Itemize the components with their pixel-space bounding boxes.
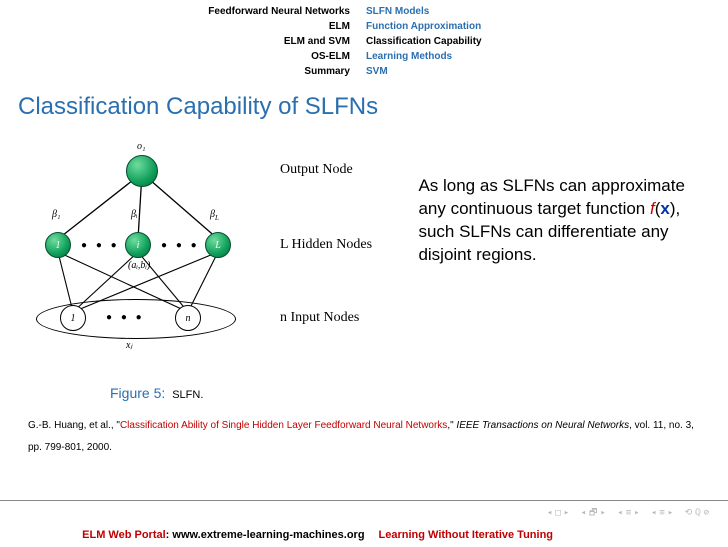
input-node-n: n bbox=[175, 305, 201, 331]
hidden-node-1: 1 bbox=[45, 232, 71, 258]
citation-authors: G.-B. Huang, et al., bbox=[28, 420, 116, 431]
nav-sub-item[interactable]: Function Approximation bbox=[366, 19, 728, 34]
footer-portal[interactable]: ELM Web Portal bbox=[82, 529, 166, 541]
footer-right: Learning Without Iterative Tuning bbox=[379, 529, 728, 541]
caption-label: Figure 5: bbox=[110, 385, 165, 401]
slide-title: Classification Capability of SLFNs bbox=[0, 87, 728, 129]
beamer-nav-icons[interactable]: ◂□▸ ◂🗗▸ ◂≡▸ ◂≡▸ ⟲ℚ⊘ bbox=[0, 501, 728, 525]
beta-L-label: βL bbox=[210, 209, 219, 222]
body-pre: As long as SLFNs can approximate any con… bbox=[418, 176, 684, 218]
dots: ● ● ● bbox=[161, 240, 200, 251]
fx-f: f bbox=[650, 199, 655, 218]
hidden-layer-label: L Hidden Nodes bbox=[280, 237, 372, 253]
nav-sections: Feedforward Neural Networks ELM ELM and … bbox=[0, 4, 364, 79]
input-layer-label: n Input Nodes bbox=[280, 310, 359, 326]
footer: ◂□▸ ◂🗗▸ ◂≡▸ ◂≡▸ ⟲ℚ⊘ ELM Web Portal: www.… bbox=[0, 500, 728, 547]
nav-sub-item[interactable]: Learning Methods bbox=[366, 49, 728, 64]
fx-x: x bbox=[660, 199, 669, 218]
hidden-node-L: L bbox=[205, 232, 231, 258]
ai-bi-label: (aᵢ,bᵢ) bbox=[128, 260, 150, 271]
nav-section-item[interactable]: Feedforward Neural Networks bbox=[0, 4, 350, 19]
input-node-1: 1 bbox=[60, 305, 86, 331]
nav-section-item[interactable]: OS-ELM bbox=[0, 49, 350, 64]
output-label-o1: o₁ bbox=[137, 141, 145, 152]
body-text: As long as SLFNs can approximate any con… bbox=[412, 147, 710, 401]
nav-sub-item[interactable]: SVM bbox=[366, 64, 728, 79]
beta-1-label: β₁ bbox=[52, 209, 60, 220]
hidden-node-i: i bbox=[125, 232, 151, 258]
nav-sub-item[interactable]: SLFN Models bbox=[366, 4, 728, 19]
figure-area: o₁ β₁ βᵢ βL 1 ● ● ● i ● ● ● L (aᵢ,bᵢ) 1 … bbox=[18, 147, 412, 401]
nav-sub-item-active[interactable]: Classification Capability bbox=[366, 34, 728, 49]
header-nav: Feedforward Neural Networks ELM ELM and … bbox=[0, 0, 728, 87]
citation: G.-B. Huang, et al., "Classification Abi… bbox=[0, 401, 728, 459]
citation-title: Classification Ability of Single Hidden … bbox=[120, 420, 447, 431]
dots: ● ● ● bbox=[106, 312, 145, 323]
nav-subsections: SLFN Models Function Approximation Class… bbox=[364, 4, 728, 79]
footer-left: ELM Web Portal: www.extreme-learning-mac… bbox=[0, 529, 379, 541]
slfn-diagram: o₁ β₁ βᵢ βL 1 ● ● ● i ● ● ● L (aᵢ,bᵢ) 1 … bbox=[18, 147, 408, 357]
xj-label: xⱼ bbox=[126, 340, 132, 351]
citation-journal: IEEE Transactions on Neural Networks bbox=[456, 420, 629, 431]
beta-i-label: βᵢ bbox=[131, 209, 138, 220]
dots: ● ● ● bbox=[81, 240, 120, 251]
nav-section-item[interactable]: Summary bbox=[0, 64, 350, 79]
figure-caption: Figure 5: SLFN. bbox=[18, 385, 412, 401]
nav-section-item[interactable]: ELM bbox=[0, 19, 350, 34]
content-area: o₁ β₁ βᵢ βL 1 ● ● ● i ● ● ● L (aᵢ,bᵢ) 1 … bbox=[0, 147, 728, 401]
output-layer-label: Output Node bbox=[280, 162, 353, 178]
footer-url: : www.extreme-learning-machines.org bbox=[166, 529, 365, 541]
nav-section-item[interactable]: ELM and SVM bbox=[0, 34, 350, 49]
output-node bbox=[126, 155, 158, 187]
